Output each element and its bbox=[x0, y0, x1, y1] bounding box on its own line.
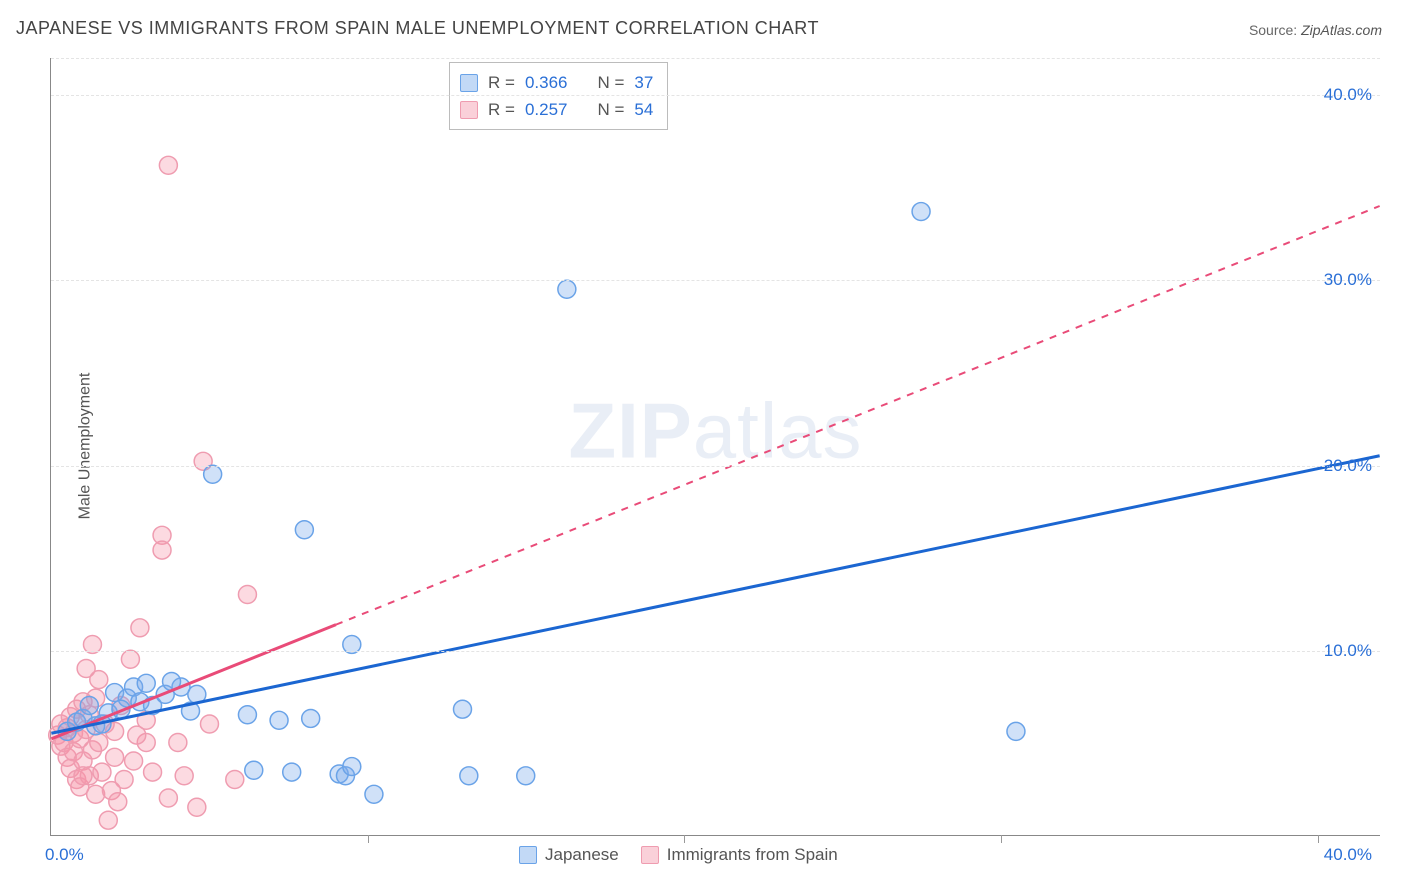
spain-point bbox=[125, 752, 143, 770]
spain-point bbox=[169, 734, 187, 752]
y-tick-label: 20.0% bbox=[1324, 456, 1372, 476]
bottom-legend-item-spain: Immigrants from Spain bbox=[641, 845, 838, 865]
chart-svg bbox=[51, 58, 1380, 835]
plot-area: ZIPatlas R =0.366N =37R =0.257N =54 Japa… bbox=[50, 58, 1380, 836]
source-label: Source: bbox=[1249, 22, 1301, 38]
spain-point bbox=[109, 793, 127, 811]
spain-point bbox=[121, 650, 139, 668]
chart-container: JAPANESE VS IMMIGRANTS FROM SPAIN MALE U… bbox=[0, 0, 1406, 892]
japanese-point bbox=[283, 763, 301, 781]
spain-point bbox=[131, 619, 149, 637]
japanese-point bbox=[1007, 722, 1025, 740]
spain-point bbox=[200, 715, 218, 733]
bottom-legend-item-japanese: Japanese bbox=[519, 845, 619, 865]
gridline bbox=[51, 466, 1380, 467]
japanese-point bbox=[137, 674, 155, 692]
spain-point bbox=[87, 785, 105, 803]
spain-point bbox=[144, 763, 162, 781]
spain-point bbox=[106, 748, 124, 766]
japanese-point bbox=[558, 280, 576, 298]
legend-label-japanese: Japanese bbox=[545, 845, 619, 865]
spain-point bbox=[115, 771, 133, 789]
legend-swatch-spain bbox=[460, 101, 478, 119]
spain-trendline-dash bbox=[336, 206, 1380, 625]
x-tick bbox=[1001, 835, 1002, 843]
japanese-point bbox=[270, 711, 288, 729]
legend-swatch-japanese bbox=[460, 74, 478, 92]
japanese-point bbox=[204, 465, 222, 483]
spain-point bbox=[153, 541, 171, 559]
spain-point bbox=[93, 763, 111, 781]
legend-label-spain: Immigrants from Spain bbox=[667, 845, 838, 865]
x-tick bbox=[1318, 835, 1319, 843]
gridline bbox=[51, 58, 1380, 59]
r-label: R = bbox=[488, 69, 515, 96]
y-tick-label: 40.0% bbox=[1324, 85, 1372, 105]
bottom-legend: Japanese Immigrants from Spain bbox=[519, 845, 838, 865]
n-label: N = bbox=[597, 69, 624, 96]
n-value-spain: 54 bbox=[634, 96, 653, 123]
r-label: R = bbox=[488, 96, 515, 123]
spain-point bbox=[188, 798, 206, 816]
legend-swatch-japanese bbox=[519, 846, 537, 864]
x-tick bbox=[368, 835, 369, 843]
spain-point bbox=[74, 767, 92, 785]
y-tick-label: 30.0% bbox=[1324, 270, 1372, 290]
spain-point bbox=[99, 811, 117, 829]
spain-point bbox=[90, 734, 108, 752]
gridline bbox=[51, 280, 1380, 281]
spain-point bbox=[159, 156, 177, 174]
stat-legend-row-japanese: R = 0.366 N = 37 bbox=[460, 69, 653, 96]
japanese-point bbox=[295, 521, 313, 539]
n-label: N = bbox=[597, 96, 624, 123]
spain-point bbox=[159, 789, 177, 807]
stat-legend-row-spain: R = 0.257 N = 54 bbox=[460, 96, 653, 123]
n-value-japanese: 37 bbox=[634, 69, 653, 96]
japanese-point bbox=[245, 761, 263, 779]
japanese-point bbox=[460, 767, 478, 785]
chart-title: JAPANESE VS IMMIGRANTS FROM SPAIN MALE U… bbox=[16, 18, 819, 39]
x-tick-label: 40.0% bbox=[1324, 845, 1372, 865]
source-credit: Source: ZipAtlas.com bbox=[1249, 22, 1382, 38]
r-value-japanese: 0.366 bbox=[525, 69, 568, 96]
gridline bbox=[51, 651, 1380, 652]
japanese-point bbox=[302, 709, 320, 727]
r-value-spain: 0.257 bbox=[525, 96, 568, 123]
japanese-point bbox=[517, 767, 535, 785]
gridline bbox=[51, 95, 1380, 96]
japanese-point bbox=[912, 203, 930, 221]
x-tick-label: 0.0% bbox=[45, 845, 84, 865]
spain-point bbox=[175, 767, 193, 785]
legend-swatch-spain bbox=[641, 846, 659, 864]
stat-legend: R = 0.366 N = 37 R = 0.257 N = 54 bbox=[449, 62, 668, 130]
japanese-point bbox=[343, 758, 361, 776]
spain-point bbox=[128, 726, 146, 744]
japanese-point bbox=[365, 785, 383, 803]
y-tick-label: 10.0% bbox=[1324, 641, 1372, 661]
japanese-point bbox=[454, 700, 472, 718]
japanese-point bbox=[80, 697, 98, 715]
spain-point bbox=[226, 771, 244, 789]
japanese-point bbox=[238, 706, 256, 724]
x-tick bbox=[684, 835, 685, 843]
spain-point bbox=[238, 586, 256, 604]
spain-point bbox=[90, 671, 108, 689]
source-value: ZipAtlas.com bbox=[1301, 22, 1382, 38]
